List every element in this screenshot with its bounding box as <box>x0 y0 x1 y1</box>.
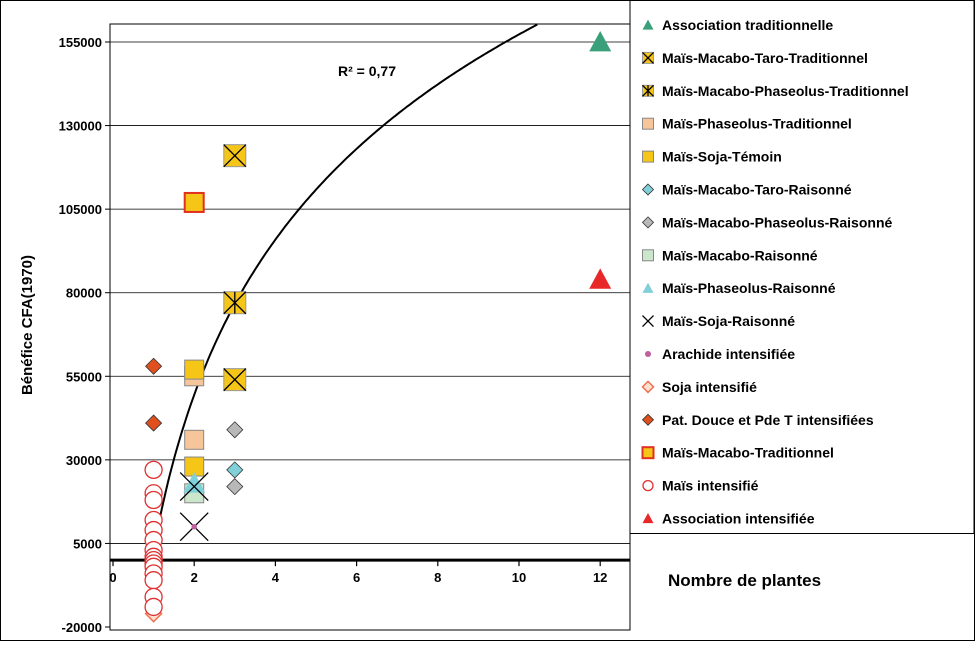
legend-marker <box>642 84 654 97</box>
legend-label: Maïs-Macabo-Taro-Traditionnel <box>662 50 868 66</box>
legend-label: Maïs-Phaseolus-Raisonné <box>662 280 836 296</box>
data-point <box>144 460 163 480</box>
legend-marker <box>642 282 654 293</box>
legend-marker <box>642 249 654 262</box>
data-point <box>145 414 163 432</box>
legend-label: Maïs-Macabo-Phaseolus-Raisonné <box>662 214 892 230</box>
y-tick-label: 80000 <box>66 286 102 301</box>
legend-label: Soja intensifié <box>662 379 757 395</box>
trendline <box>150 23 538 562</box>
legend-marker <box>642 117 654 130</box>
x-tick-label: 2 <box>191 570 198 585</box>
data-point <box>183 191 205 213</box>
legend-label: Pat. Douce et Pde T intensifiées <box>662 412 874 428</box>
y-tick-label: 55000 <box>66 369 102 384</box>
y-tick-label: 155000 <box>59 35 102 50</box>
x-tick-label: 8 <box>434 570 441 585</box>
data-point <box>589 31 612 52</box>
legend-marker <box>642 19 654 30</box>
legend-marker <box>642 479 654 492</box>
y-tick-label: 130000 <box>59 119 102 134</box>
data-points <box>144 31 612 623</box>
data-point <box>223 291 247 315</box>
x-tick-label: 6 <box>353 570 360 585</box>
legend-marker <box>641 183 655 196</box>
data-point <box>144 597 163 617</box>
legend-label: Arachide intensifiée <box>662 346 795 362</box>
axes: -20000 5000 30000 55000 80000 105000 130000 155… <box>59 35 630 635</box>
y-tick-label: -20000 <box>62 620 102 635</box>
legend: Association traditionnelle Maïs-Macabo-Ta… <box>641 17 909 527</box>
legend-marker <box>642 150 654 163</box>
x-tick-label: 10 <box>512 570 526 585</box>
legend-label: Maïs-Macabo-Phaseolus-Traditionnel <box>662 83 909 99</box>
y-tick-label: 30000 <box>66 453 102 468</box>
legend-label: Maïs-Macabo-Taro-Raisonné <box>662 182 852 198</box>
legend-marker <box>641 216 655 229</box>
legend-label: Maïs intensifié <box>662 478 759 494</box>
x-axis-label: Nombre de plantes <box>668 571 821 590</box>
legend-marker <box>641 380 655 394</box>
data-point <box>191 523 197 530</box>
legend-label: Maïs-Macabo-Raisonné <box>662 247 818 263</box>
legend-label: Association traditionnelle <box>662 17 833 33</box>
data-point <box>144 571 163 590</box>
legend-label: Association intensifiée <box>662 511 815 527</box>
data-point <box>589 268 612 289</box>
x-tick-label: 12 <box>593 570 607 585</box>
legend-marker <box>641 446 655 460</box>
y-tick-label: 5000 <box>73 536 102 551</box>
data-point <box>145 357 163 375</box>
plot-area <box>109 23 631 631</box>
data-point <box>179 472 209 502</box>
x-tick-label: 0 <box>109 570 116 585</box>
data-point <box>184 359 205 380</box>
data-point <box>226 421 244 439</box>
legend-marker <box>642 51 654 64</box>
legend-label: Maïs-Macabo-Traditionnel <box>662 445 834 461</box>
legend-marker <box>644 350 652 358</box>
data-point <box>223 144 247 168</box>
legend-marker <box>641 413 655 426</box>
y-axis-label: Bénéfice CFA(1970) <box>19 255 36 395</box>
legend-label: Maïs-Soja-Raisonné <box>662 313 795 329</box>
x-tick-label: 4 <box>272 570 280 585</box>
legend-label: Maïs-Soja-Témoin <box>662 149 782 165</box>
legend-label: Maïs-Phaseolus-Traditionnel <box>662 116 852 132</box>
legend-marker <box>642 513 654 524</box>
legend-marker <box>642 315 654 328</box>
r2-annotation: R² = 0,77 <box>338 63 396 79</box>
legend-box <box>629 0 975 534</box>
trendline-group <box>150 23 538 562</box>
data-point <box>184 429 205 450</box>
data-point <box>223 368 247 392</box>
data-point <box>144 490 163 510</box>
data-point <box>183 472 206 493</box>
data-point <box>226 461 244 479</box>
data-point <box>226 478 244 496</box>
y-tick-label: 105000 <box>59 202 102 217</box>
